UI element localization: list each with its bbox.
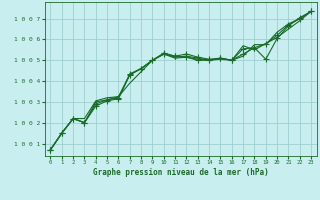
X-axis label: Graphe pression niveau de la mer (hPa): Graphe pression niveau de la mer (hPa) — [93, 168, 269, 177]
